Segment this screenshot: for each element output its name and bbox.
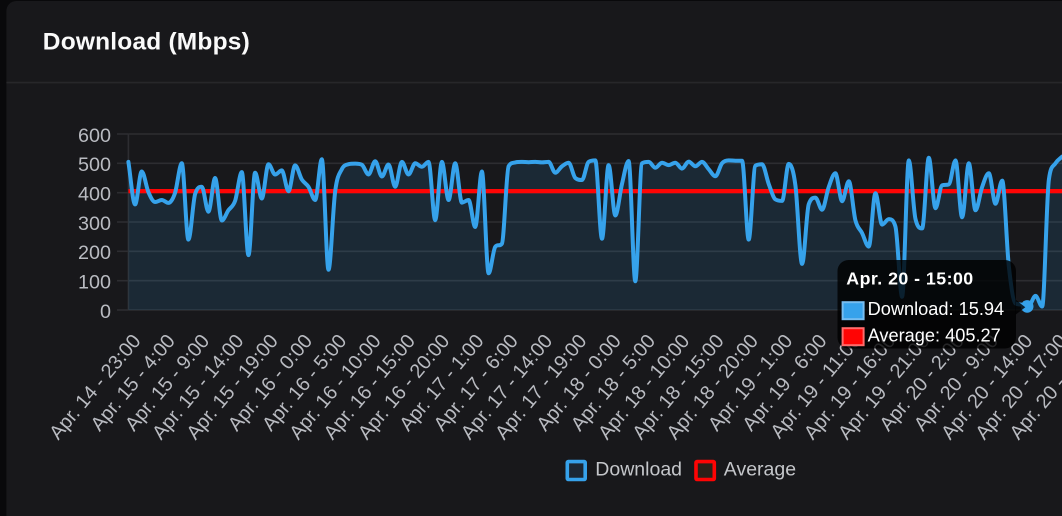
svg-text:100: 100 bbox=[78, 272, 111, 294]
svg-text:Download (Mbps): Download (Mbps) bbox=[43, 29, 250, 56]
svg-text:200: 200 bbox=[78, 242, 111, 264]
svg-text:Download: Download bbox=[595, 459, 682, 481]
svg-text:500: 500 bbox=[78, 154, 111, 176]
svg-text:Download: 15.94: Download: 15.94 bbox=[868, 299, 1005, 319]
svg-text:300: 300 bbox=[78, 213, 111, 235]
svg-text:Average: 405.27: Average: 405.27 bbox=[868, 325, 1001, 345]
svg-text:Apr. 20 - 15:00: Apr. 20 - 15:00 bbox=[846, 269, 973, 289]
svg-text:0: 0 bbox=[100, 301, 111, 323]
svg-text:600: 600 bbox=[78, 125, 111, 147]
svg-text:400: 400 bbox=[78, 184, 111, 206]
svg-text:Average: Average bbox=[724, 459, 796, 481]
